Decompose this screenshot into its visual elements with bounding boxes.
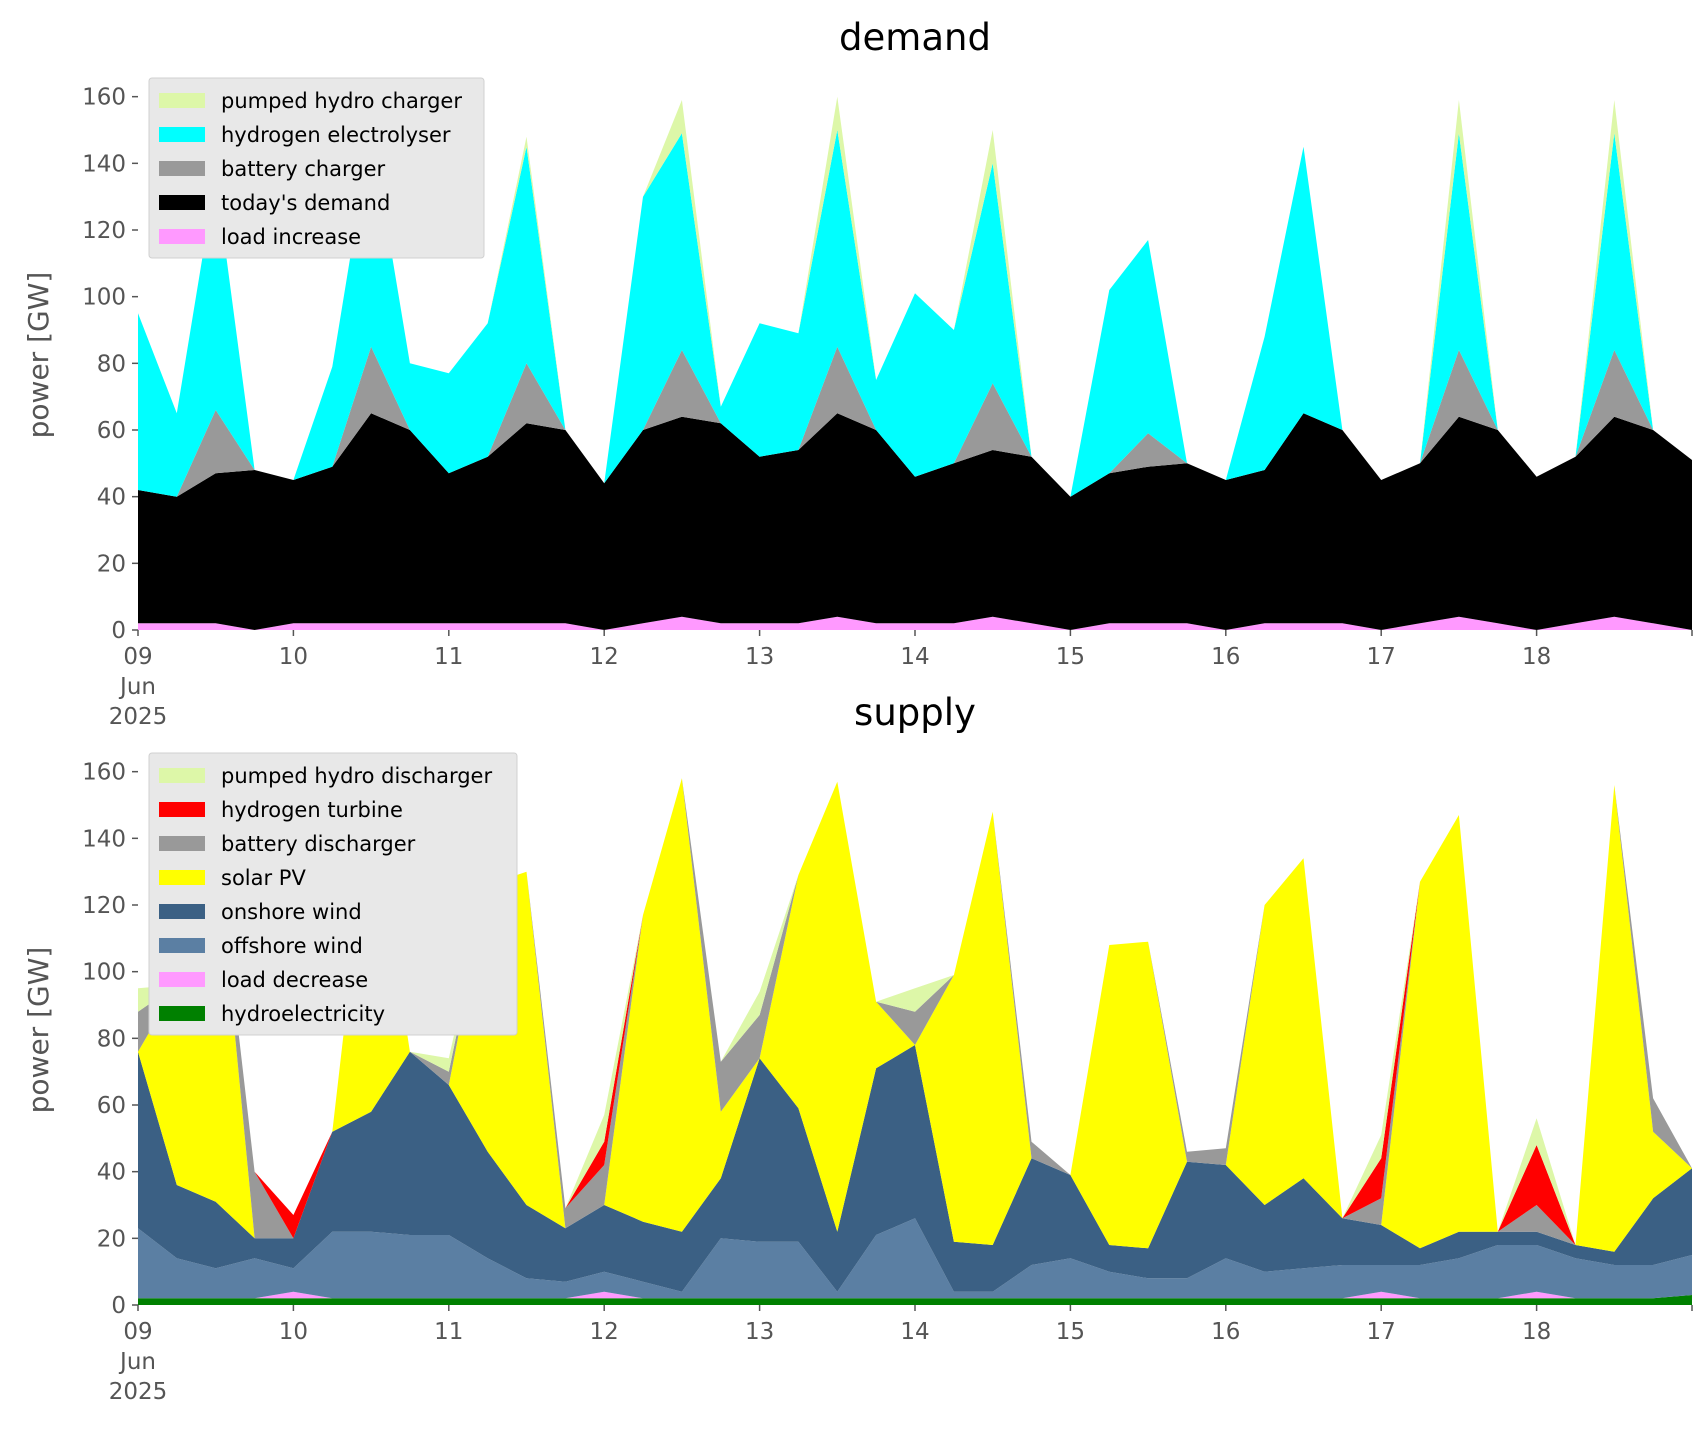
y-tick-label: 140 [82,151,126,177]
x-tick-label: 14 [900,644,929,670]
legend-label: load decrease [221,968,368,992]
chart-demand: demand power [GW] 0 20 40 60 80 100 120 140 160 09 J… [22,16,1693,730]
legend-swatch [159,229,205,244]
legend-label: solar PV [221,866,306,890]
legend-label: hydrogen turbine [221,798,403,822]
area-onshore-wind [138,1045,1692,1292]
legend-frame [148,752,518,1036]
legend-frame [148,77,485,259]
area-hydrogen-turbine [138,778,1692,1245]
y-tick-label: 160 [82,760,126,786]
chart-title: supply [854,691,976,734]
legend-swatch [159,938,205,953]
y-axis-label: power [GW] [22,947,55,1114]
legend-swatch [159,127,205,142]
legend-label: pumped hydro discharger [221,764,492,788]
x-tick-sublabel: Jun [118,1349,156,1375]
y-tick-label: 0 [111,618,126,644]
legend-label: hydroelectricity [221,1002,385,1026]
x-tick-label: 11 [434,644,463,670]
y-tick-label: 80 [97,351,126,377]
x-tick-label: 12 [590,644,619,670]
x-tick-label: 12 [590,1319,619,1345]
legend-label: pumped hydro charger [221,89,462,113]
y-tick-label: 40 [97,485,126,511]
x-tick-label: 10 [279,1319,308,1345]
y-tick-label: 100 [82,960,126,986]
legend: pumped hydro discharger hydrogen turbine b… [148,752,518,1036]
area-battery-charger [138,346,1692,497]
y-axis-label: power [GW] [22,272,55,439]
legend-label: hydrogen electrolyser [221,123,451,147]
legend-swatch [159,802,205,817]
legend-swatch [159,870,205,885]
legend-swatch [159,195,205,210]
legend-label: battery charger [221,157,386,181]
area-hydrogen-electrolyser [138,130,1692,497]
x-tick-label: 16 [1211,644,1240,670]
x-tick-sublabel: Jun [118,674,156,700]
x-tick-label: 18 [1522,644,1551,670]
legend-label: offshore wind [221,934,363,958]
x-tick-label: 11 [434,1319,463,1345]
y-tick-label: 120 [82,218,126,244]
chart-supply: supply power [GW] 0 20 40 60 80 100 120 140 160 09 J… [22,691,1693,1405]
area-today-s-demand [138,413,1692,630]
legend-label: battery discharger [221,832,416,856]
legend-swatch [159,836,205,851]
legend-swatch [159,768,205,783]
x-tick-label: 13 [745,1319,774,1345]
x-tick-label: 17 [1367,644,1396,670]
x-tick-label: 14 [900,1319,929,1345]
x-tick-label: 09 [123,644,152,670]
y-tick-label: 60 [97,418,126,444]
legend-label: today's demand [221,191,390,215]
x-tick-label: 16 [1211,1319,1240,1345]
area-pumped-hydro-discharger [138,778,1692,1245]
y-tick-label: 20 [97,551,126,577]
y-tick-label: 160 [82,85,126,111]
x-tick-label: 13 [745,644,774,670]
area-hydroelectricity [138,1295,1692,1305]
x-tick-sublabel: 2025 [109,1379,168,1405]
x-tick-label: 15 [1056,644,1085,670]
x-tick-sublabel: 2025 [109,704,168,730]
legend-label: onshore wind [221,900,362,924]
y-tick-label: 80 [97,1026,126,1052]
y-tick-label: 20 [97,1226,126,1252]
legend-swatch [159,1006,205,1021]
chart-title: demand [839,16,991,59]
area-load-decrease [138,1291,1692,1299]
y-tick-label: 100 [82,285,126,311]
legend-swatch [159,93,205,108]
y-tick-label: 0 [111,1293,126,1319]
y-tick-label: 140 [82,826,126,852]
y-tick-label: 120 [82,893,126,919]
legend-swatch [159,972,205,987]
y-tick-label: 60 [97,1093,126,1119]
x-tick-label: 09 [123,1319,152,1345]
legend-swatch [159,161,205,176]
x-tick-label: 17 [1367,1319,1396,1345]
area-load-increase [138,616,1692,630]
legend: pumped hydro charger hydrogen electrolyse… [148,77,485,259]
legend-label: load increase [221,225,361,249]
y-tick-label: 40 [97,1160,126,1186]
x-tick-label: 18 [1522,1319,1551,1345]
legend-swatch [159,904,205,919]
x-tick-label: 15 [1056,1319,1085,1345]
x-tick-label: 10 [279,644,308,670]
area-solar-pv [138,778,1692,1252]
